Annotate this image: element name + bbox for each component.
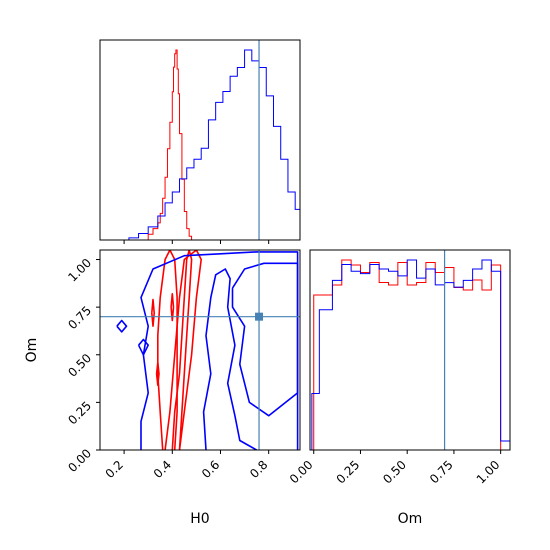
truth-marker <box>255 312 264 321</box>
h0-hist-red <box>147 49 193 240</box>
contour-xtick-label: 0.2 <box>103 458 126 481</box>
contour-blue-2 <box>231 262 299 417</box>
contour-ytick-label: 0.25 <box>65 399 94 428</box>
axis-ticks: 0.2 0.4 0.6 0.8 0.00 0.25 0.50 0.75 1.00 0.00 0.25… <box>65 240 503 487</box>
om-histogram-frame <box>309 249 511 451</box>
x-axis-label-om: Om <box>398 511 423 527</box>
contour-red-1 <box>171 250 193 450</box>
h0-histogram-frame <box>99 39 301 241</box>
om-hist-red <box>313 259 502 450</box>
contour-blue-4 <box>116 319 128 333</box>
om-histogram-series <box>311 250 510 450</box>
om-hist-blue <box>311 259 510 450</box>
contour-red-0 <box>157 250 178 450</box>
contour-ytick-label: 0.50 <box>65 351 94 380</box>
h0-histogram-series <box>128 40 300 240</box>
om-hist-xtick-label: 0.25 <box>334 458 363 487</box>
contour-red-4 <box>151 298 155 327</box>
h0-om-contour-series <box>100 250 300 450</box>
y-axis-label-om: Om <box>24 338 40 363</box>
om-hist-xtick-label: 0.75 <box>427 458 456 487</box>
contour-red-5 <box>155 361 160 386</box>
contour-blue-0 <box>140 251 299 450</box>
contour-red-3 <box>170 293 175 322</box>
x-axis-label-h0: H0 <box>190 511 209 527</box>
contour-ytick-label: 0.75 <box>65 303 94 332</box>
contour-blue-1 <box>202 268 257 450</box>
contour-ytick-label: 1.00 <box>65 256 94 285</box>
om-hist-xtick-label: 1.00 <box>474 458 503 487</box>
contour-xtick-label: 0.8 <box>247 458 270 481</box>
contour-frame <box>99 249 301 451</box>
contour-blue-3 <box>137 338 149 356</box>
contour-ytick-label: 0.00 <box>65 446 94 475</box>
om-hist-xtick-label: 0.00 <box>287 458 316 487</box>
contour-xtick-label: 0.6 <box>199 458 222 481</box>
contour-red-2 <box>164 250 202 450</box>
h0-hist-blue <box>128 49 300 240</box>
contour-xtick-label: 0.4 <box>151 458 174 481</box>
om-hist-xtick-label: 0.50 <box>380 458 409 487</box>
